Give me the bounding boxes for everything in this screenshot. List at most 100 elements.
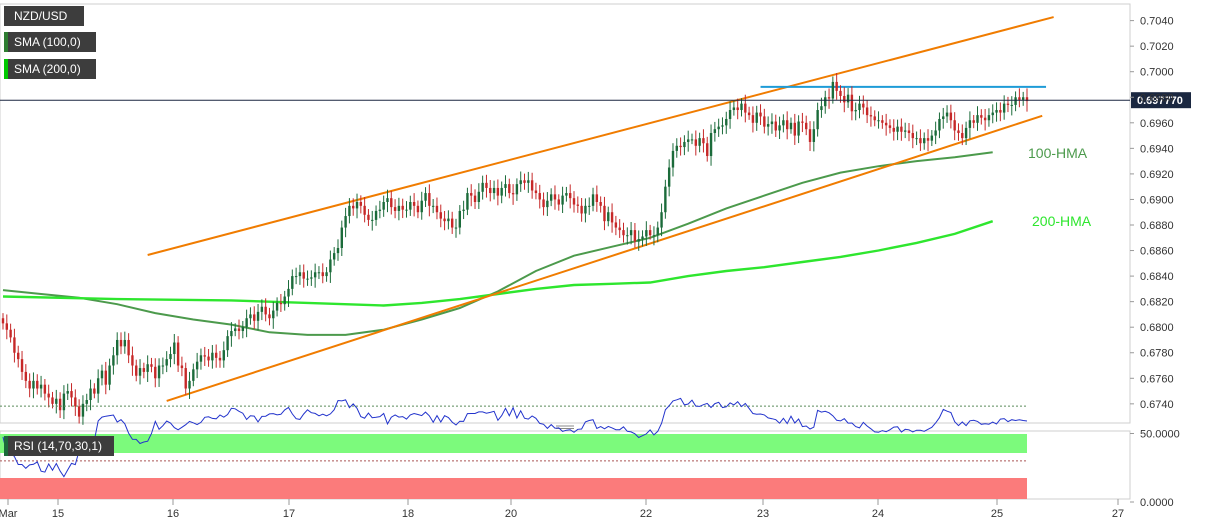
candle-body <box>957 130 960 134</box>
candle-body <box>949 112 953 121</box>
candle-body <box>275 302 279 311</box>
candle <box>667 159 671 197</box>
candle-body <box>694 139 698 146</box>
candle <box>999 102 1002 122</box>
sma100-label: SMA (100,0) <box>14 35 81 49</box>
candle <box>797 115 800 144</box>
candle-body <box>317 272 321 274</box>
candle <box>504 175 507 197</box>
y-tick-label: 0.7000 <box>1140 67 1174 79</box>
sma100-tag[interactable]: SMA (100,0) <box>4 32 96 52</box>
candle-body <box>359 202 363 206</box>
candle-body <box>1 318 5 324</box>
candle <box>218 350 222 368</box>
candle-body <box>237 328 241 332</box>
candle <box>390 190 393 215</box>
candle <box>588 197 591 215</box>
candle <box>435 197 439 220</box>
candle-body <box>576 204 580 206</box>
candle-body <box>218 357 222 361</box>
candle <box>675 138 678 158</box>
candle <box>287 280 290 307</box>
candle <box>352 198 355 216</box>
symbol-label: NZD/USD <box>14 9 68 23</box>
candle-body <box>401 205 404 210</box>
candle <box>926 129 930 152</box>
candle <box>568 184 572 209</box>
candle-body <box>492 187 496 194</box>
candle-body <box>854 110 857 112</box>
candle-body <box>264 306 267 315</box>
candle <box>881 115 884 129</box>
candle <box>173 333 176 365</box>
candle-body <box>945 112 949 117</box>
candle <box>869 106 873 127</box>
candle-body <box>763 116 766 127</box>
price-panel <box>0 3 1131 424</box>
rsi-overbought-zone <box>0 434 1027 453</box>
candle <box>736 98 739 120</box>
candle-body <box>397 205 401 211</box>
candle-body <box>363 205 366 215</box>
candle-body <box>903 130 907 132</box>
x-tick-label: 24 <box>872 508 884 520</box>
candle <box>85 393 88 412</box>
candle <box>652 226 656 246</box>
last-price-tag: 0.697770 <box>1137 95 1183 107</box>
candle-body <box>713 129 717 134</box>
candle <box>473 189 477 209</box>
candle-body <box>127 339 130 356</box>
candle <box>119 332 123 355</box>
candle-body <box>892 127 895 132</box>
candle <box>911 124 914 149</box>
candle <box>629 221 633 245</box>
candle <box>846 88 850 108</box>
candle-body <box>173 342 176 355</box>
candle <box>5 314 9 340</box>
candle <box>203 346 206 366</box>
candle <box>553 185 557 210</box>
candle <box>873 110 876 127</box>
candle-body <box>462 209 465 211</box>
candle <box>81 395 85 425</box>
candle-body <box>1002 103 1006 113</box>
candle <box>386 189 389 213</box>
sma200-tag[interactable]: SMA (200,0) <box>4 59 96 79</box>
candle-body <box>386 198 389 203</box>
candle <box>180 356 184 377</box>
candle <box>690 133 694 145</box>
candle-body <box>287 288 290 297</box>
candle-body <box>793 122 796 136</box>
candle-body <box>207 356 210 361</box>
y-tick-label: 0.6820 <box>1140 297 1174 309</box>
candle-body <box>881 120 884 123</box>
candle-body <box>161 365 165 367</box>
candle <box>801 112 804 133</box>
candle-body <box>923 138 926 144</box>
y-tick-label: 0.6940 <box>1140 143 1174 155</box>
candle <box>949 104 953 129</box>
candle-body <box>572 198 576 205</box>
candle <box>47 384 50 408</box>
candle-body <box>766 124 770 127</box>
symbol-tag[interactable]: NZD/USD <box>4 6 84 26</box>
candle-body <box>698 138 701 146</box>
candle-body <box>260 306 264 312</box>
x-tick-label: 18 <box>402 508 414 520</box>
candle-body <box>995 110 998 113</box>
candle <box>599 196 602 213</box>
candle <box>713 121 717 142</box>
candle <box>165 351 168 373</box>
candle-body <box>321 272 324 277</box>
candle <box>108 358 111 391</box>
x-tick-label: 15 <box>52 508 64 520</box>
rsi-tag[interactable]: RSI (14,70,30,1) <box>4 436 114 456</box>
candle-body <box>534 190 538 194</box>
candle-body <box>450 218 454 228</box>
candle-body <box>348 205 351 217</box>
candle <box>237 319 241 340</box>
candle-body <box>527 180 530 183</box>
candle-body <box>176 342 180 366</box>
candle <box>1 313 5 330</box>
candle-body <box>831 81 835 99</box>
